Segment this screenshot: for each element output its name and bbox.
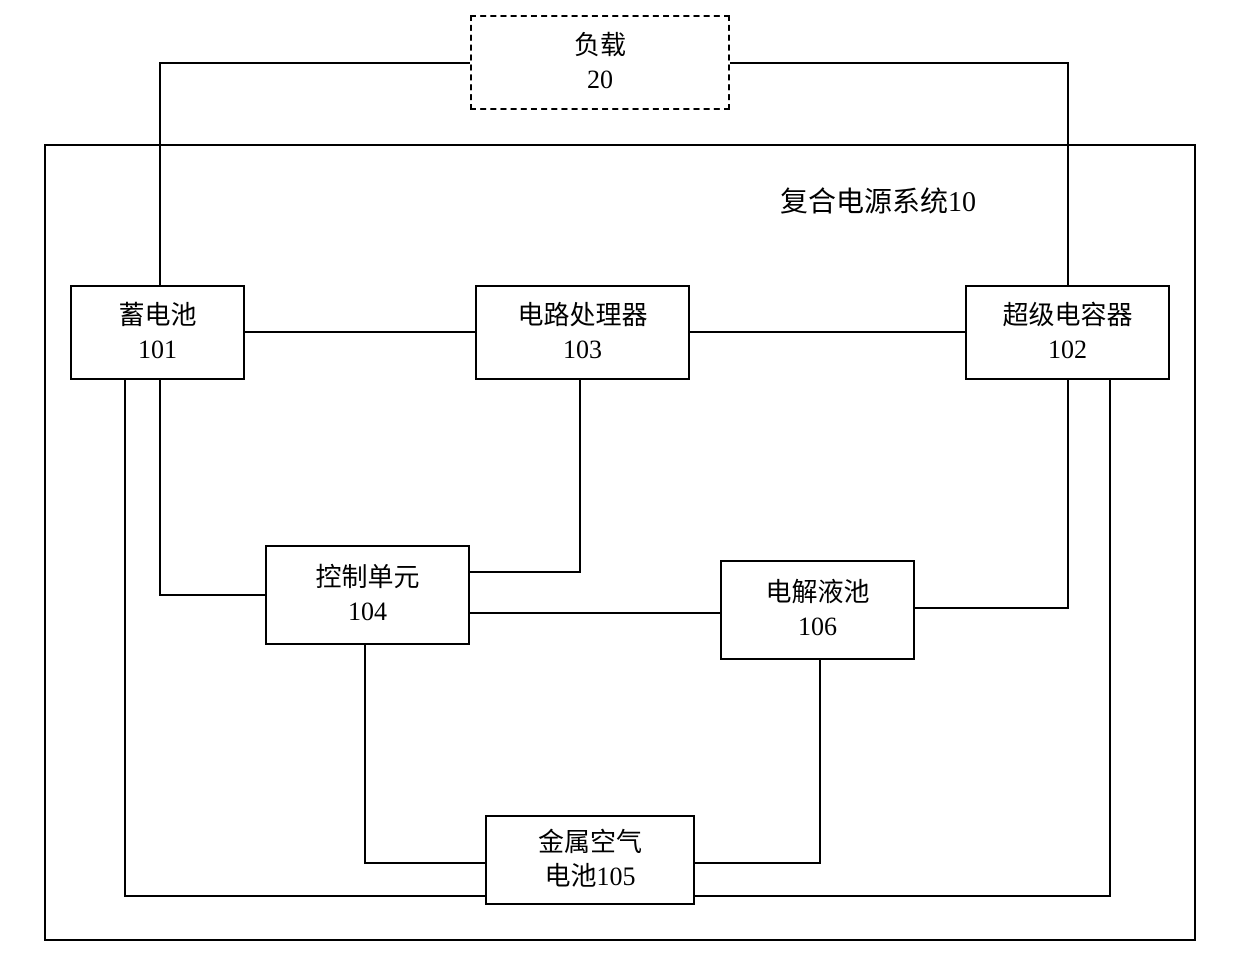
- edge-supercap-to-electrolyte: [915, 380, 1068, 608]
- edge-electrolyte-to-metal_air: [695, 660, 820, 863]
- edge-load-left-to-battery-top: [160, 63, 470, 285]
- controller-label: 控制单元: [315, 561, 419, 595]
- electrolyte-box: 电解液池 106: [720, 560, 915, 660]
- supercap-box: 超级电容器 102: [965, 285, 1170, 380]
- edge-controller-to-metal_air: [365, 645, 485, 863]
- edge-processor-to-controller: [470, 380, 580, 572]
- electrolyte-label: 电解液池: [765, 576, 869, 610]
- battery-label: 蓄电池: [118, 299, 196, 333]
- battery-number: 101: [138, 333, 177, 367]
- load-box: 负载 20: [470, 15, 730, 110]
- processor-label: 电路处理器: [517, 299, 647, 333]
- supercap-number: 102: [1048, 333, 1087, 367]
- controller-box: 控制单元 104: [265, 545, 470, 645]
- metal-air-label-1: 金属空气: [538, 826, 642, 860]
- supercap-label: 超级电容器: [1002, 299, 1132, 333]
- processor-number: 103: [563, 333, 602, 367]
- battery-box: 蓄电池 101: [70, 285, 245, 380]
- edge-battery-to-controller: [160, 380, 265, 595]
- metal-air-label-2: 电池105: [544, 860, 635, 894]
- controller-number: 104: [348, 595, 387, 629]
- edge-load-right-to-supercap-top: [730, 63, 1068, 285]
- system-label: 复合电源系统10: [780, 180, 976, 220]
- load-number: 20: [587, 63, 613, 97]
- processor-box: 电路处理器 103: [475, 285, 690, 380]
- metal-air-box: 金属空气 电池105: [485, 815, 695, 905]
- load-label: 负载: [574, 29, 626, 63]
- electrolyte-number: 106: [798, 610, 837, 644]
